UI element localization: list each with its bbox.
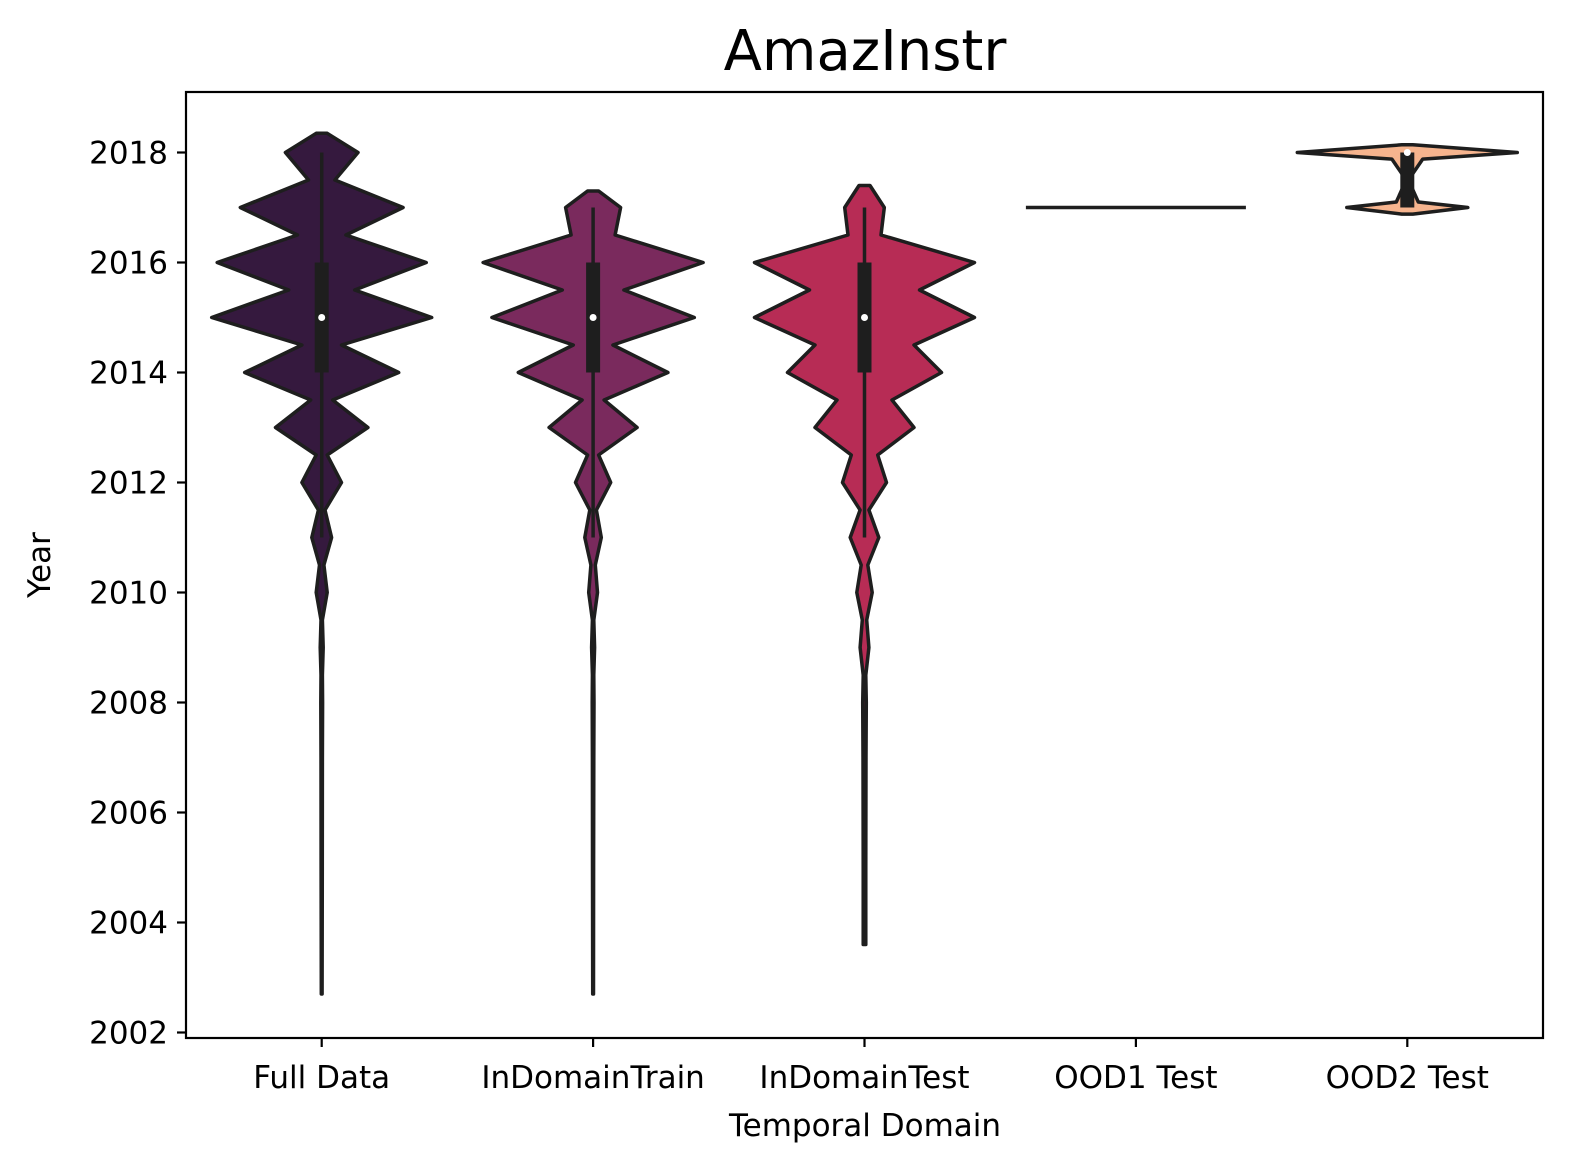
violin-indomaintest xyxy=(752,183,977,947)
x-tick-label: InDomainTrain xyxy=(481,1060,704,1096)
violin-iqr-box xyxy=(1400,152,1415,208)
x-tick-label: InDomainTest xyxy=(759,1060,969,1096)
y-tick-label: 2012 xyxy=(89,466,168,502)
violin-median-dot xyxy=(589,314,597,321)
plot-area xyxy=(209,131,1520,996)
y-axis-label: Year xyxy=(22,532,58,599)
violin-body xyxy=(481,189,705,996)
x-tick-label: Full Data xyxy=(253,1060,390,1096)
x-tick-label: OOD2 Test xyxy=(1326,1060,1489,1096)
violin-body xyxy=(209,131,434,996)
y-tick-label: 2010 xyxy=(89,576,168,612)
violin-median-dot xyxy=(1403,149,1411,156)
y-tick-label: 2018 xyxy=(89,136,168,172)
violin-median-dot xyxy=(861,314,868,321)
y-tick-label: 2004 xyxy=(89,906,168,942)
violin-ood2-test xyxy=(1295,143,1520,216)
y-tick-label: 2014 xyxy=(89,356,168,392)
violin-indomaintrain xyxy=(481,189,705,996)
violin-median-dot xyxy=(318,314,326,321)
x-axis-label: Temporal Domain xyxy=(728,1108,1001,1144)
x-tick-label: OOD1 Test xyxy=(1054,1060,1217,1096)
y-tick-label: 2006 xyxy=(89,796,168,832)
y-axis: 2002 2004 2006 2008 2010 2012 2014 2016 2018 xyxy=(89,136,186,1052)
y-tick-label: 2002 xyxy=(89,1016,168,1052)
y-tick-label: 2008 xyxy=(89,686,168,722)
y-tick-label: 2016 xyxy=(89,246,168,282)
x-axis: Full Data InDomainTrain InDomainTest OOD1 T… xyxy=(253,1038,1489,1096)
chart-title: AmazInstr xyxy=(724,19,1008,84)
violin-full-data xyxy=(209,131,434,996)
violin-body xyxy=(752,183,977,947)
